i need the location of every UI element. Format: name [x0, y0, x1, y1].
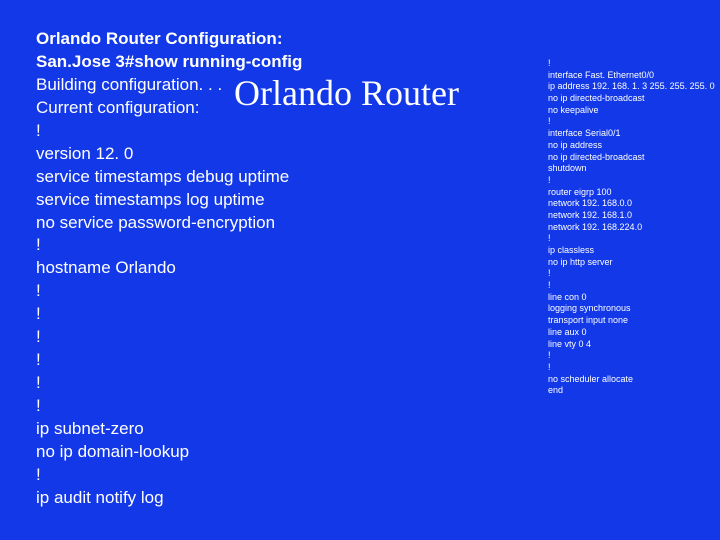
- left-line: !: [36, 326, 516, 349]
- left-line: Orlando Router Configuration:: [36, 28, 516, 51]
- right-line: !: [548, 175, 708, 187]
- right-line: logging synchronous: [548, 303, 708, 315]
- right-line: no keepalive: [548, 105, 708, 117]
- right-line: ip classless: [548, 245, 708, 257]
- right-line: !: [548, 350, 708, 362]
- right-line: !: [548, 268, 708, 280]
- left-line: service timestamps debug uptime: [36, 166, 516, 189]
- right-line: line vty 0 4: [548, 339, 708, 351]
- left-line: !: [36, 349, 516, 372]
- left-line: no ip domain-lookup: [36, 441, 516, 464]
- left-line: !: [36, 120, 516, 143]
- right-line: no ip http server: [548, 257, 708, 269]
- right-line: network 192. 168.0.0: [548, 198, 708, 210]
- right-config-column: !interface Fast. Ethernet0/0ip address 1…: [548, 58, 708, 397]
- right-line: interface Serial0/1: [548, 128, 708, 140]
- left-line: !: [36, 280, 516, 303]
- left-line: !: [36, 464, 516, 487]
- slide: Orlando Router Configuration:San.Jose 3#…: [0, 0, 720, 540]
- right-line: !: [548, 233, 708, 245]
- left-line: service timestamps log uptime: [36, 189, 516, 212]
- right-line: network 192. 168.1.0: [548, 210, 708, 222]
- right-line: network 192. 168.224.0: [548, 222, 708, 234]
- title-overlay: Orlando Router: [234, 72, 459, 114]
- right-line: transport input none: [548, 315, 708, 327]
- right-line: no ip address: [548, 140, 708, 152]
- right-line: ip address 192. 168. 1. 3 255. 255. 255.…: [548, 81, 708, 93]
- left-line: ip audit notify log: [36, 487, 516, 510]
- right-line: !: [548, 58, 708, 70]
- left-line: !: [36, 395, 516, 418]
- right-line: end: [548, 385, 708, 397]
- left-line: !: [36, 234, 516, 257]
- right-line: shutdown: [548, 163, 708, 175]
- left-line: no service password-encryption: [36, 212, 516, 235]
- right-line: router eigrp 100: [548, 187, 708, 199]
- left-line: !: [36, 372, 516, 395]
- right-line: interface Fast. Ethernet0/0: [548, 70, 708, 82]
- right-line: line aux 0: [548, 327, 708, 339]
- right-line: no ip directed-broadcast: [548, 93, 708, 105]
- left-line: hostname Orlando: [36, 257, 516, 280]
- right-line: !: [548, 362, 708, 374]
- right-line: !: [548, 280, 708, 292]
- right-line: line con 0: [548, 292, 708, 304]
- left-line: San.Jose 3#show running-config: [36, 51, 516, 74]
- title-text: Orlando Router: [234, 73, 459, 113]
- right-line: !: [548, 116, 708, 128]
- left-line: !: [36, 303, 516, 326]
- right-line: no scheduler allocate: [548, 374, 708, 386]
- left-line: ip subnet-zero: [36, 418, 516, 441]
- left-line: version 12. 0: [36, 143, 516, 166]
- right-line: no ip directed-broadcast: [548, 152, 708, 164]
